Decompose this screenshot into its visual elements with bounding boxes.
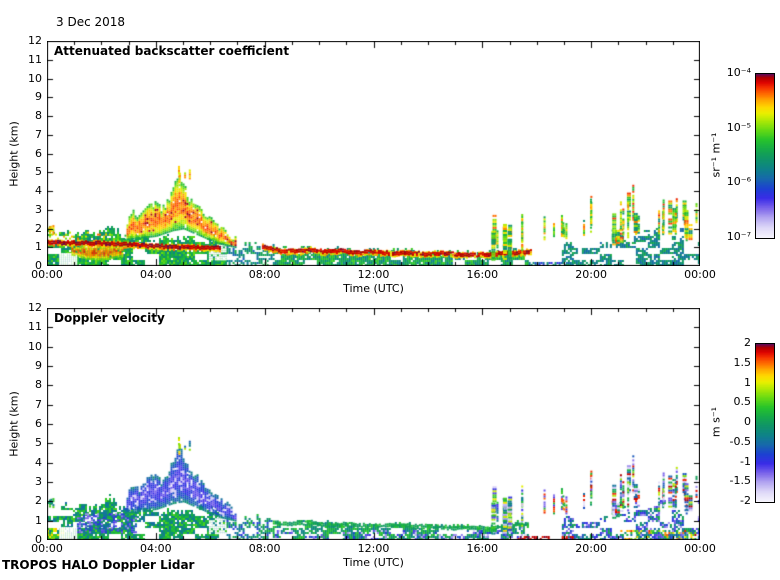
x-tick-label: 12:00 [357,542,390,555]
y-tick-label: 2 [35,221,42,235]
backscatter-panel: Attenuated backscatter coefficient Heigh… [8,34,716,295]
x-tick-label: 16:00 [466,542,499,555]
velocity-panel: Doppler velocity Height (km) Time (UTC) … [8,301,716,569]
y-tick-label: 5 [35,436,42,450]
colorbar-tick-label: 2 [744,336,751,349]
backscatter-colorbar-unit: sr⁻¹ m⁻¹ [709,132,723,178]
colorbar-tick-label: 10⁻⁷ [726,230,751,243]
colorbar-tick-label: 0 [744,415,751,428]
y-tick-label: 5 [35,165,42,179]
x-tick-label: 04:00 [139,542,172,555]
y-tick-label: 12 [28,34,42,47]
velocity-colorbar-gradient [755,343,775,503]
colorbar-tick-label: -2 [740,494,751,507]
x-tick-label: 08:00 [248,268,281,281]
colorbar-tick-label: 10⁻⁴ [726,66,751,79]
colorbar-tick-label: -1.5 [729,474,751,488]
backscatter-panel-title: Attenuated backscatter coefficient [54,44,290,58]
colorbar-tick-label: 10⁻⁵ [726,120,751,134]
y-tick-label: 11 [28,320,42,334]
instrument-label: TROPOS HALO Doppler Lidar [2,558,195,572]
y-tick-label: 10 [28,71,42,85]
velocity-panel-title: Doppler velocity [54,311,165,325]
colorbar-tick-label: 1 [744,375,751,389]
velocity-heatmap [47,308,700,540]
x-tick-label: 20:00 [575,542,607,555]
x-tick-label: 00:00 [31,268,63,281]
y-tick-label: 9 [35,359,42,372]
y-tick-label: 4 [35,455,42,469]
x-tick-label: 16:00 [466,268,499,281]
y-tick-label: 6 [35,146,42,160]
x-tick-label: 00:00 [684,268,716,281]
velocity-x-axis-label: Time (UTC) [343,556,404,569]
y-tick-label: 3 [35,202,42,216]
backscatter-heatmap [47,41,700,266]
x-tick-label: 00:00 [684,542,716,555]
colorbar-tick-label: -0.5 [729,434,751,448]
colorbar-tick-label: -1 [740,454,751,468]
backscatter-x-axis-label: Time (UTC) [343,282,404,295]
x-tick-label: 04:00 [139,268,172,281]
colorbar-tick-label: 0.5 [733,395,752,409]
y-tick-label: 6 [35,417,42,430]
y-tick-label: 4 [35,184,42,197]
y-tick-label: 1 [35,240,42,254]
y-tick-label: 8 [35,109,42,122]
y-tick-label: 1 [35,513,42,527]
y-tick-label: 10 [28,339,42,353]
x-tick-label: 08:00 [248,542,281,555]
y-tick-label: 11 [28,52,42,66]
date-label: 3 Dec 2018 [56,15,126,29]
colorbar-tick-label: 1.5 [733,355,752,369]
y-tick-label: 9 [35,90,42,104]
y-tick-label: 3 [35,475,42,488]
velocity-colorbar: m s⁻¹ 2 1.5 1 0.5 0 -0.5 -1 -1.5 -2 [710,336,775,507]
y-tick-label: 7 [35,127,42,141]
x-tick-label: 00:00 [31,542,63,555]
y-tick-label: 7 [35,397,42,411]
x-tick-label: 12:00 [357,268,390,281]
y-tick-label: 12 [28,301,42,314]
backscatter-colorbar-gradient [755,73,775,239]
y-tick-label: 2 [35,494,42,508]
y-tick-label: 0 [35,533,42,546]
y-tick-label: 8 [35,378,42,392]
backscatter-colorbar: sr⁻¹ m⁻¹ 10⁻⁴ 10⁻⁵ 10⁻⁶ 10⁻⁷ [710,66,775,243]
colorbar-tick-label: 10⁻⁶ [726,175,751,189]
y-tick-label: 0 [35,259,42,272]
x-tick-label: 20:00 [575,268,607,281]
